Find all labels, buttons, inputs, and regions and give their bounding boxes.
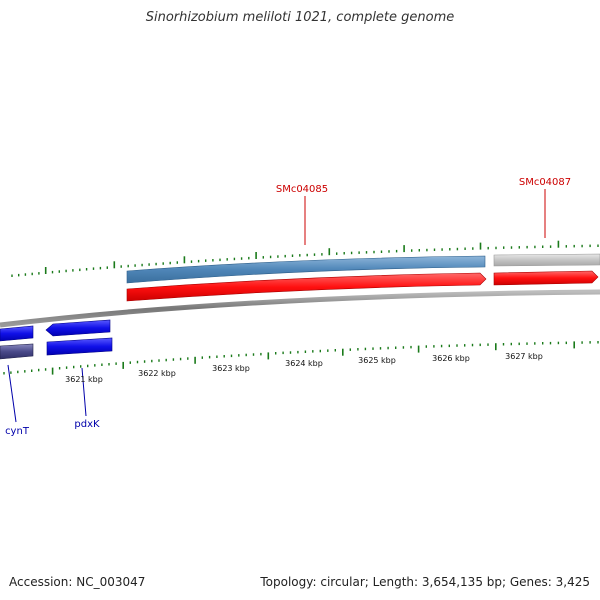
cds-feature-gray <box>493 253 600 267</box>
genome-summary-text: Topology: circular; Length: 3,654,135 bp… <box>260 575 590 589</box>
callout-line-pdxk <box>81 367 87 417</box>
gene-label-pdxk: pdxK <box>74 419 100 430</box>
gene-label-smc04085: SMc04085 <box>276 184 328 195</box>
gene-smc04085 <box>126 272 487 302</box>
scale-label: 3626 kbp <box>432 354 470 363</box>
gene-label-cynt: cynT <box>5 426 30 437</box>
inner-tick-ring <box>3 341 599 375</box>
scale-label: 3623 kbp <box>212 364 250 373</box>
scale-label: 3625 kbp <box>358 356 396 365</box>
callout-line-cynt <box>7 364 17 423</box>
gene-cyntl <box>0 325 34 342</box>
map-title: Sinorhizobium meliloti 1021, complete ge… <box>145 10 455 25</box>
cds-feature-blue <box>126 255 486 284</box>
scale-label: 3621 kbp <box>65 375 103 384</box>
scale-labels: 3621 kbp 3622 kbp 3623 kbp 3624 kbp 3625… <box>65 352 543 384</box>
gene-pdxk <box>45 319 111 337</box>
gene-label-smc04087: SMc04087 <box>519 177 571 188</box>
gene-smc04087 <box>493 270 599 286</box>
scale-label: 3622 kbp <box>138 369 176 378</box>
cds-feature-dark <box>0 343 34 360</box>
scale-label: 3624 kbp <box>285 359 323 368</box>
scale-label: 3627 kbp <box>505 352 543 361</box>
accession-text: Accession: NC_003047 <box>9 575 146 589</box>
gene-reverse-lower <box>46 337 113 356</box>
outer-tick-ring <box>11 240 599 277</box>
genome-backbone <box>0 289 600 328</box>
